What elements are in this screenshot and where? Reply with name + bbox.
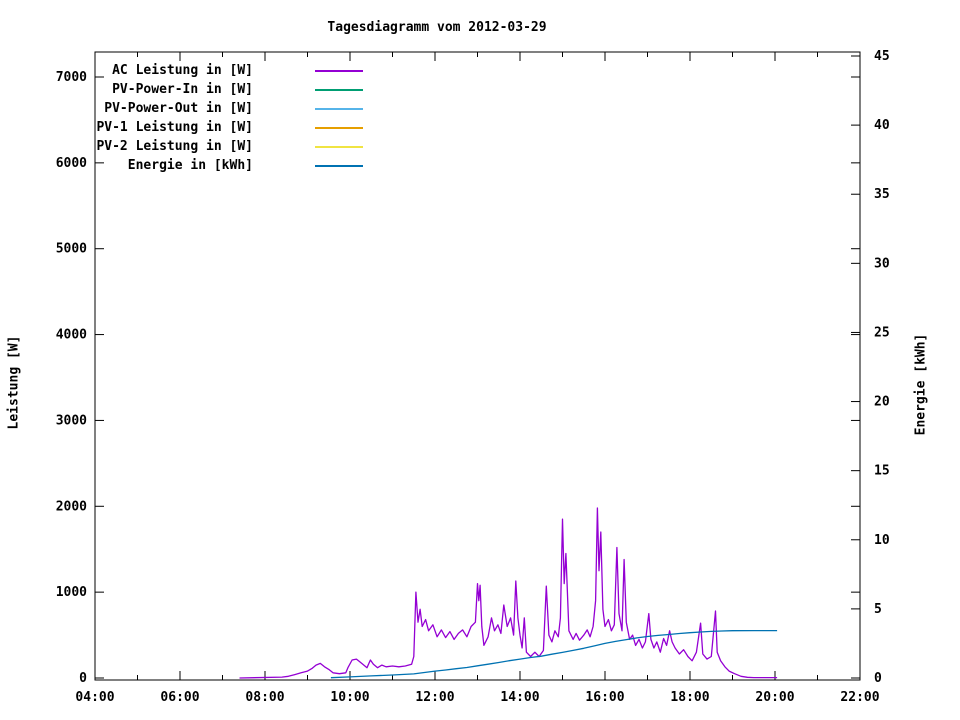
legend-color-sample bbox=[315, 89, 363, 91]
x-tick-label: 06:00 bbox=[160, 690, 199, 705]
legend-color-sample bbox=[315, 127, 363, 129]
y-right-tick-label: 45 bbox=[874, 49, 890, 64]
x-tick-label: 18:00 bbox=[670, 690, 709, 705]
legend-color-sample bbox=[315, 165, 363, 167]
x-tick-label: 10:00 bbox=[330, 690, 369, 705]
legend-color-sample bbox=[315, 108, 363, 110]
y-left-tick-label: 1000 bbox=[56, 585, 87, 600]
x-tick-label: 08:00 bbox=[245, 690, 284, 705]
y-right-tick-label: 25 bbox=[874, 325, 890, 340]
legend-label: Energie in [kWh] bbox=[127, 158, 253, 173]
series-line-5 bbox=[330, 629, 778, 679]
y-right-tick-label: 20 bbox=[874, 395, 890, 410]
x-tick-label: 04:00 bbox=[75, 690, 114, 705]
y-left-tick-label: 0 bbox=[79, 671, 87, 686]
x-tick-label: 20:00 bbox=[755, 690, 794, 705]
y-right-tick-label: 15 bbox=[874, 464, 890, 479]
x-tick-label: 22:00 bbox=[840, 690, 879, 705]
y-left-tick-label: 6000 bbox=[56, 156, 87, 171]
series-line-0 bbox=[239, 507, 778, 679]
y-left-tick-label: 3000 bbox=[56, 413, 87, 428]
y-left-tick-label: 4000 bbox=[56, 328, 87, 343]
legend-label: PV-Power-In in [W] bbox=[112, 82, 253, 97]
y-right-tick-label: 30 bbox=[874, 256, 890, 271]
legend-label: AC Leistung in [W] bbox=[112, 63, 253, 78]
chart-title: Tagesdiagramm vom 2012-03-29 bbox=[327, 20, 547, 35]
y-right-tick-label: 10 bbox=[874, 533, 890, 548]
x-tick-label: 16:00 bbox=[585, 690, 624, 705]
legend-label: PV-2 Leistung in [W] bbox=[96, 139, 253, 154]
x-tick-label: 12:00 bbox=[415, 690, 454, 705]
legend-color-sample bbox=[315, 146, 363, 148]
x-tick-label: 14:00 bbox=[500, 690, 539, 705]
legend-label: PV-Power-Out in [W] bbox=[104, 101, 253, 116]
legend-color-sample bbox=[315, 70, 363, 72]
y-right-tick-label: 40 bbox=[874, 118, 890, 133]
y-left-tick-label: 7000 bbox=[56, 70, 87, 85]
y-right-tick-label: 35 bbox=[874, 187, 890, 202]
y2-axis-label: Energie [kWh] bbox=[913, 333, 929, 436]
y-left-tick-label: 2000 bbox=[56, 499, 87, 514]
y-right-tick-label: 5 bbox=[874, 602, 882, 617]
y-axis-label: Leistung [W] bbox=[6, 335, 22, 430]
y-right-tick-label: 0 bbox=[874, 671, 882, 686]
legend-label: PV-1 Leistung in [W] bbox=[96, 120, 253, 135]
y-left-tick-label: 5000 bbox=[56, 242, 87, 257]
